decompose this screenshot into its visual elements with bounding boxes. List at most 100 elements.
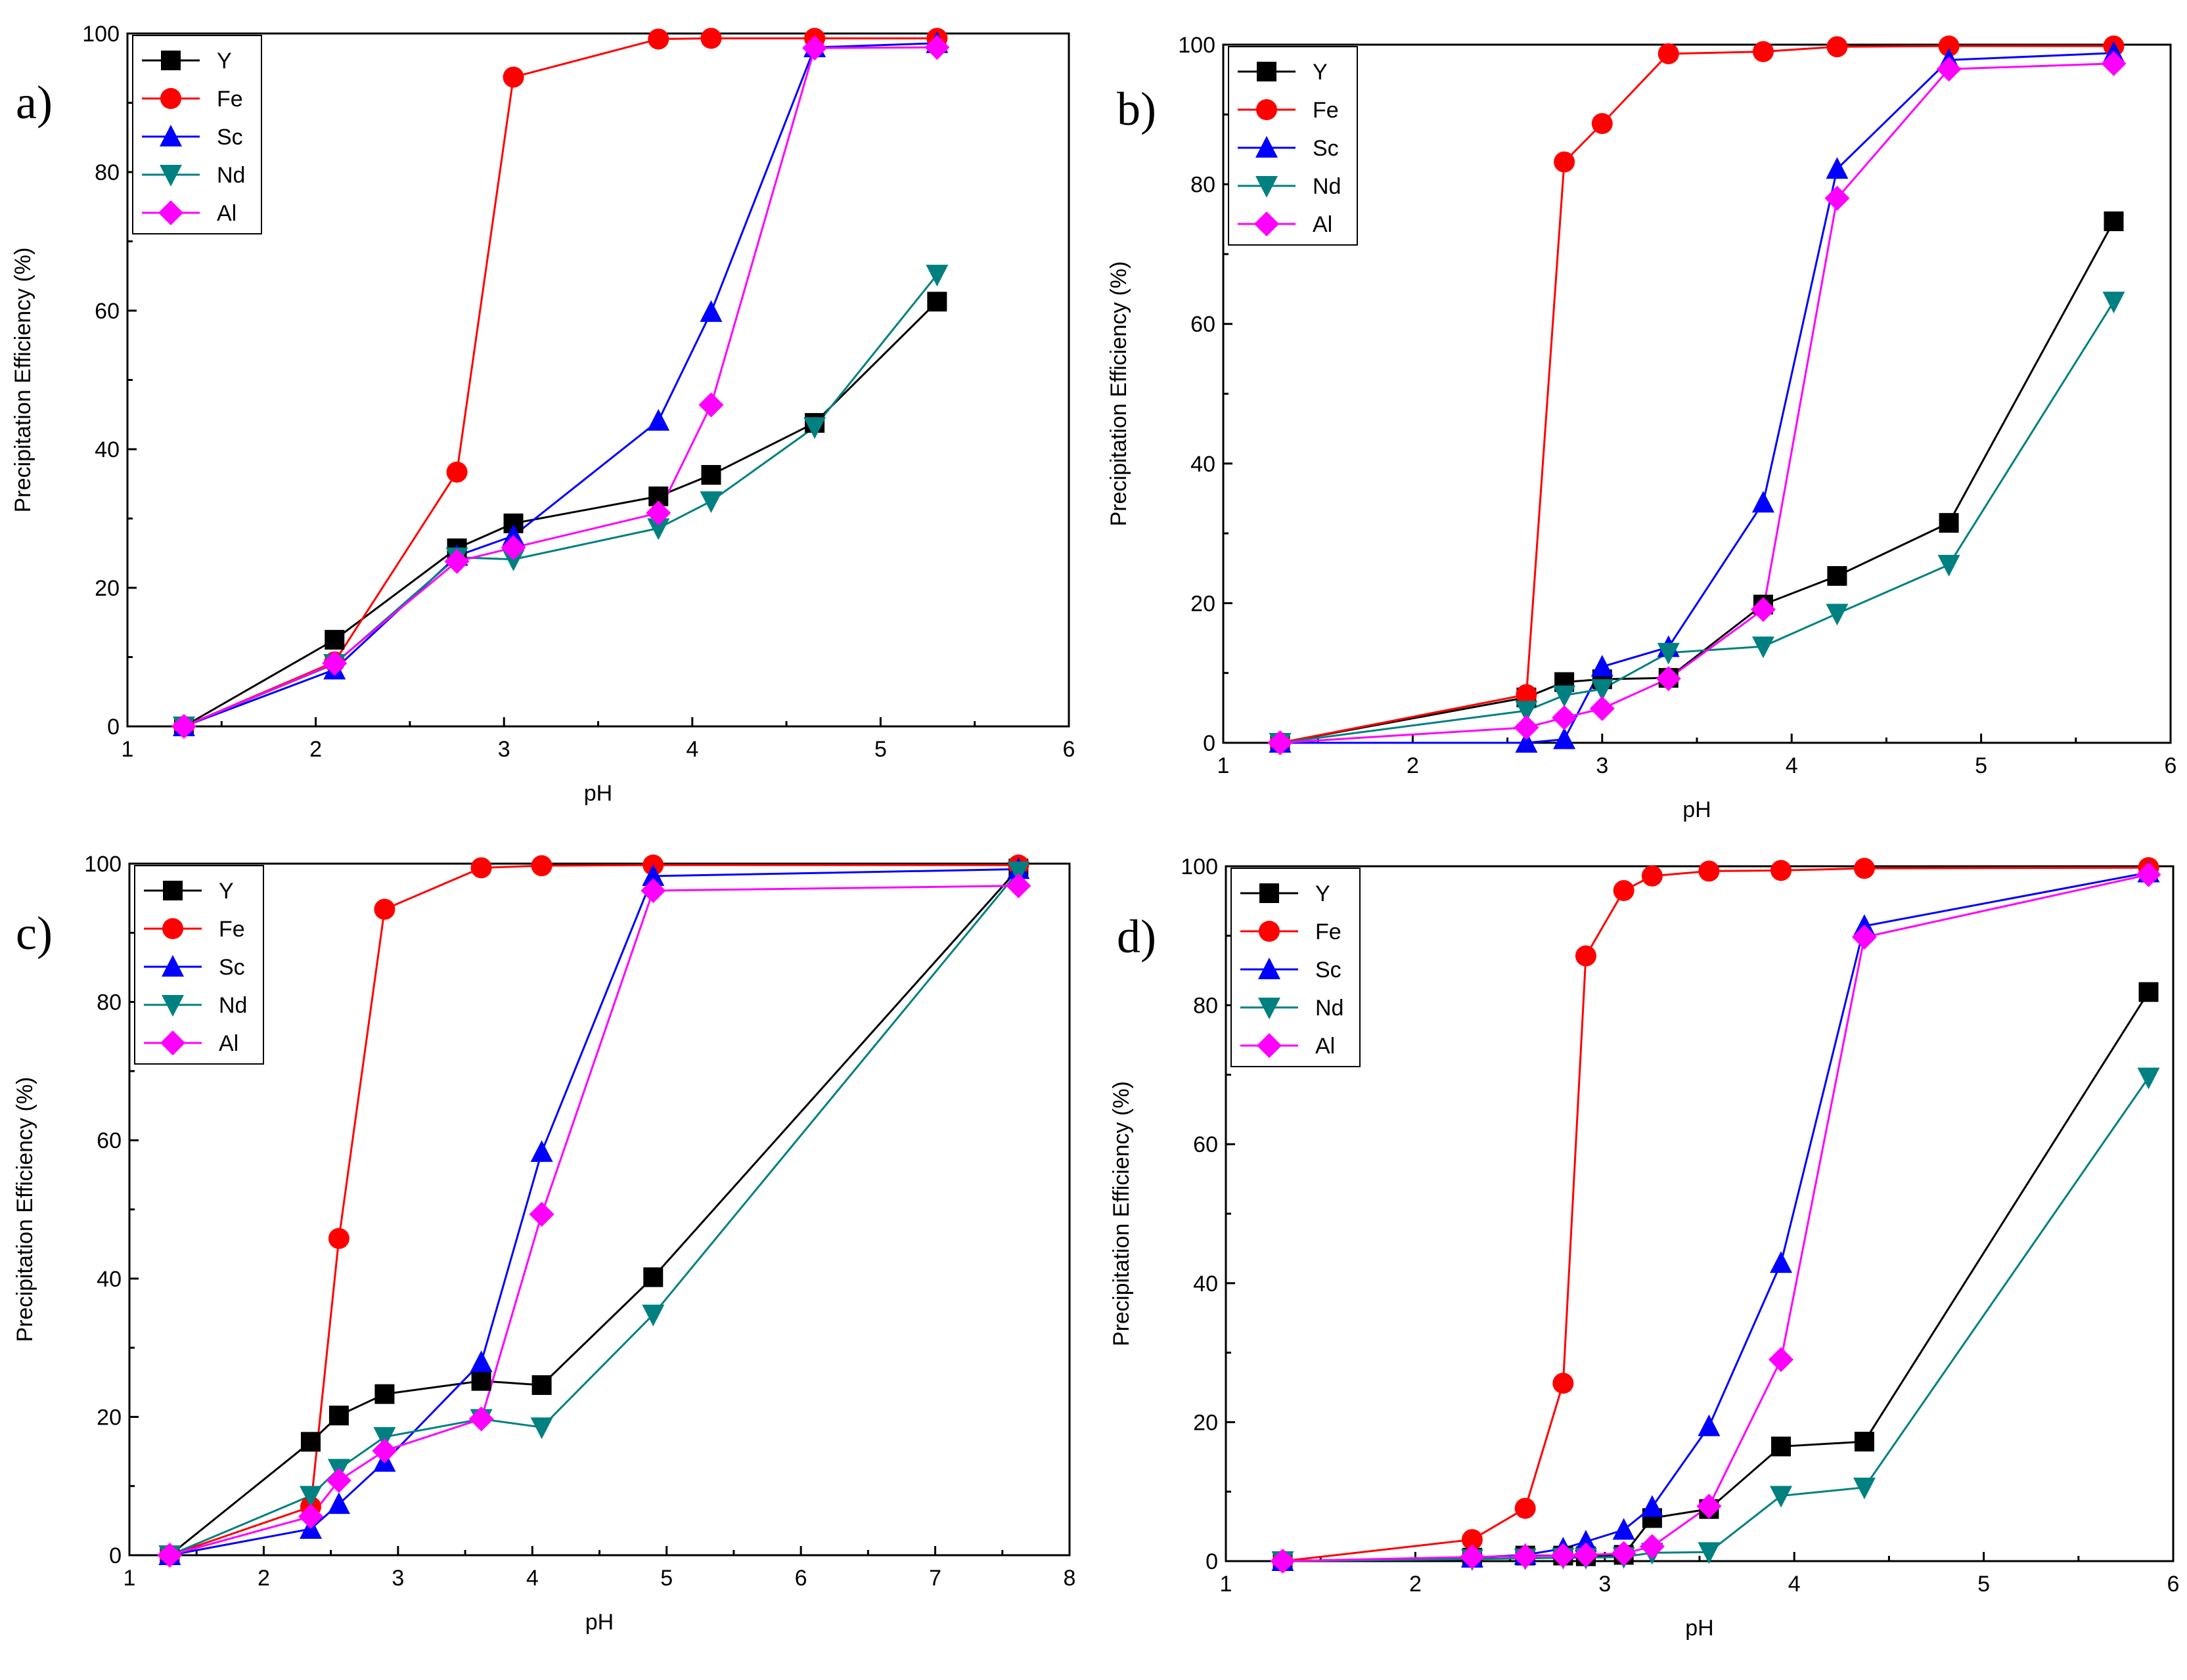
series-line-sc-c bbox=[169, 868, 1019, 1557]
legend-marker-sc-c bbox=[162, 955, 184, 977]
series-line-y-d bbox=[1282, 991, 2150, 1562]
data-point-al-d bbox=[1573, 1542, 1598, 1568]
data-point-y-b bbox=[1939, 513, 1959, 533]
legend-marker-nd-b bbox=[1255, 176, 1278, 198]
series-line-al-b bbox=[1280, 62, 2114, 744]
data-point-nd-c bbox=[642, 1304, 665, 1327]
data-point-fe-c bbox=[470, 857, 492, 879]
legend-label-fe-d: Fe bbox=[1315, 919, 1342, 944]
series-line-sc-a bbox=[183, 42, 937, 728]
data-point-al-d bbox=[1512, 1543, 1538, 1569]
legend-label-fe-a: Fe bbox=[217, 87, 243, 112]
data-point-nd-d bbox=[1853, 1477, 1876, 1499]
y-tick-label-a: 60 bbox=[95, 299, 120, 324]
x-tick-label-a: 6 bbox=[1063, 737, 1075, 762]
y-axis-title-c: Precipitation Efficiency (%) bbox=[12, 1077, 37, 1342]
data-point-nd-c bbox=[1007, 861, 1030, 883]
x-tick-label-c: 6 bbox=[795, 1566, 807, 1591]
data-point-sc-d bbox=[1612, 1518, 1635, 1540]
x-tick-label-c: 1 bbox=[124, 1566, 136, 1591]
data-point-fe-c bbox=[328, 1227, 349, 1249]
data-point-sc-d bbox=[1770, 1251, 1793, 1273]
legend-label-sc-a: Sc bbox=[217, 125, 243, 150]
data-point-nd-c bbox=[373, 1426, 396, 1449]
plot-frame-a bbox=[126, 32, 1070, 728]
data-point-al-d bbox=[1270, 1549, 1296, 1574]
legend-c: Y Fe Sc Nd Al bbox=[134, 865, 264, 1065]
data-point-y-a bbox=[701, 465, 721, 485]
legend-marker-sc-a bbox=[160, 125, 182, 146]
legend-a: Y Fe Sc Nd Al bbox=[132, 35, 262, 234]
data-point-al-d bbox=[1550, 1543, 1576, 1568]
data-point-y-b bbox=[1827, 565, 1847, 586]
series-line-al-d bbox=[1282, 873, 2149, 1562]
data-point-al-b bbox=[2101, 51, 2127, 76]
data-point-al-a bbox=[646, 500, 671, 526]
panel-label-a: a) bbox=[16, 76, 53, 129]
data-point-y-c bbox=[531, 1375, 552, 1395]
data-point-al-c bbox=[326, 1468, 351, 1493]
panel-label-c: c) bbox=[16, 907, 53, 960]
series-line-y-a bbox=[183, 301, 938, 728]
data-point-fe-d bbox=[1552, 1373, 1574, 1394]
panel-label-d: d) bbox=[1117, 910, 1156, 963]
data-point-al-a bbox=[171, 714, 196, 739]
data-point-nd-a bbox=[700, 491, 723, 514]
legend-label-al-d: Al bbox=[1315, 1034, 1335, 1059]
data-point-al-c bbox=[298, 1504, 323, 1530]
y-tick-label-b: 0 bbox=[1203, 731, 1215, 756]
series-line-y-b bbox=[1280, 221, 2115, 744]
legend-d: Y Fe Sc Nd Al bbox=[1230, 868, 1361, 1067]
series-line-fe-b bbox=[1280, 45, 2114, 744]
data-point-al-a bbox=[924, 35, 950, 60]
data-point-y-d bbox=[1771, 1436, 1792, 1457]
data-point-nd-a bbox=[647, 518, 670, 541]
plot-frame-d bbox=[1225, 865, 2175, 1562]
y-tick-label-d: 20 bbox=[1193, 1410, 1218, 1435]
x-tick-label-d: 1 bbox=[1220, 1572, 1232, 1597]
legend-label-nd-d: Nd bbox=[1315, 996, 1343, 1021]
data-point-al-d bbox=[1851, 924, 1877, 950]
x-tick-label-a: 3 bbox=[498, 737, 510, 762]
x-tick-label-b: 4 bbox=[1786, 753, 1798, 778]
x-tick-label-b: 5 bbox=[1975, 753, 1987, 778]
legend-marker-al-a bbox=[158, 200, 183, 225]
panel-label-b: b) bbox=[1117, 83, 1156, 135]
y-tick-label-b: 80 bbox=[1190, 173, 1215, 198]
data-point-nd-b bbox=[1657, 642, 1680, 665]
y-tick-label-b: 20 bbox=[1190, 591, 1215, 616]
data-point-y-c bbox=[328, 1405, 349, 1426]
y-tick-label-a: 20 bbox=[95, 576, 120, 601]
legend-marker-sc-b bbox=[1255, 136, 1278, 158]
data-point-y-c bbox=[643, 1267, 664, 1287]
legend-box-c bbox=[134, 865, 264, 1065]
series-line-fe-d bbox=[1282, 866, 2149, 1562]
legend-label-al-c: Al bbox=[219, 1031, 238, 1056]
data-point-fe-c bbox=[374, 898, 395, 920]
y-tick-label-a: 80 bbox=[95, 160, 120, 185]
data-point-sc-b bbox=[1590, 655, 1613, 677]
legend-box-b bbox=[1228, 46, 1358, 246]
x-tick-label-c: 2 bbox=[258, 1566, 270, 1591]
y-tick-label-d: 80 bbox=[1193, 994, 1218, 1019]
x-tick-label-b: 1 bbox=[1217, 753, 1230, 778]
data-point-fe-b bbox=[1554, 151, 1575, 173]
data-point-nd-a bbox=[803, 417, 826, 439]
legend-label-sc-d: Sc bbox=[1315, 958, 1342, 983]
data-point-sc-a bbox=[700, 300, 723, 322]
legend-marker-y-c bbox=[163, 881, 183, 900]
data-point-al-b bbox=[1552, 705, 1577, 730]
data-point-nd-b bbox=[2102, 292, 2125, 314]
x-tick-label-d: 6 bbox=[2167, 1572, 2180, 1597]
data-point-fe-a bbox=[503, 66, 524, 88]
x-axis-title-d: pH bbox=[1685, 1616, 1713, 1641]
data-point-fe-d bbox=[1514, 1497, 1536, 1519]
y-tick-label-a: 0 bbox=[107, 715, 120, 740]
x-tick-label-d: 5 bbox=[1977, 1572, 1990, 1597]
data-point-al-b bbox=[1514, 715, 1539, 740]
data-point-al-a bbox=[322, 650, 348, 676]
x-tick-label-a: 1 bbox=[122, 737, 134, 762]
x-tick-label-b: 3 bbox=[1596, 753, 1608, 778]
